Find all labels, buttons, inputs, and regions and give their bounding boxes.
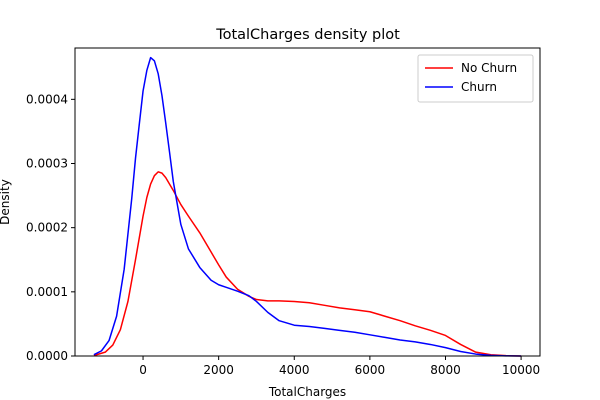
y-tick-label: 0.0002 bbox=[26, 221, 68, 235]
y-tick-label: 0.0000 bbox=[26, 349, 68, 363]
series-line-no-churn bbox=[93, 171, 522, 357]
x-tick-label: 10000 bbox=[502, 363, 540, 377]
y-tick-label: 0.0003 bbox=[26, 157, 68, 171]
x-tick-label: 8000 bbox=[430, 363, 461, 377]
legend-label-no-churn: No Churn bbox=[461, 61, 517, 75]
x-tick-label: 4000 bbox=[279, 363, 310, 377]
plot-area bbox=[93, 56, 522, 357]
x-tick-label: 6000 bbox=[355, 363, 386, 377]
axis-ticks: 0 2000 4000 6000 8000 10000 0.0000 0.0001 0.0002… bbox=[26, 92, 540, 377]
x-axis-label: TotalCharges bbox=[268, 385, 346, 399]
legend: No Churn Churn bbox=[417, 54, 534, 103]
y-axis-label: Density bbox=[0, 179, 12, 225]
series-line-churn bbox=[93, 56, 522, 357]
chart-title: TotalCharges density plot bbox=[215, 27, 400, 43]
y-tick-label: 0.0004 bbox=[26, 92, 68, 106]
legend-label-churn: Churn bbox=[461, 80, 497, 94]
x-tick-label: 2000 bbox=[203, 363, 234, 377]
y-tick-label: 0.0001 bbox=[26, 285, 68, 299]
legend-box bbox=[417, 54, 534, 103]
axes-frame bbox=[74, 47, 541, 357]
x-tick-label: 0 bbox=[139, 363, 147, 377]
